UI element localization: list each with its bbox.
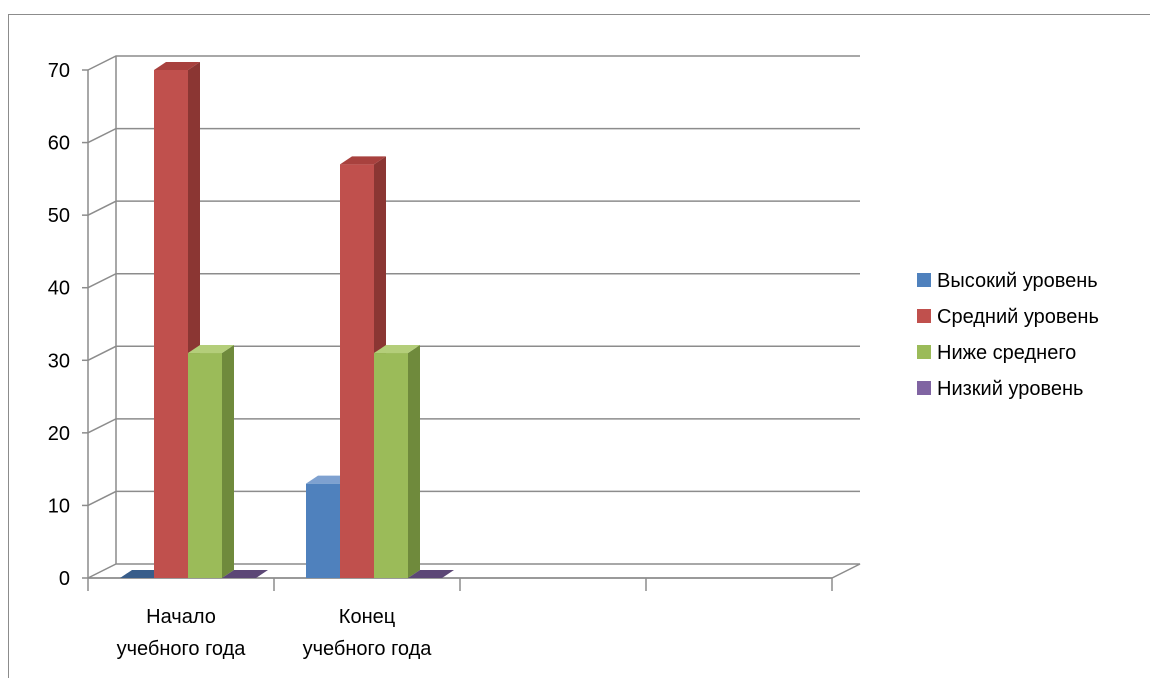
legend-label: Низкий уровень <box>937 378 1083 400</box>
x-tick-label: учебного года <box>117 638 247 660</box>
bar <box>374 345 420 578</box>
bar-top <box>374 345 420 354</box>
y-tick-label: 70 <box>48 60 70 82</box>
x-tick-label: учебного года <box>303 638 433 660</box>
bar <box>408 570 454 578</box>
bar-front <box>340 164 374 579</box>
bar <box>222 570 268 578</box>
legend-item: Низкий уровень <box>917 378 1083 400</box>
y-axis: 0 10 20 30 40 50 60 70 <box>48 60 88 590</box>
bars <box>120 62 454 579</box>
y-tick-label: 10 <box>48 495 70 517</box>
x-axis: Начало учебного года Конец учебного года <box>87 577 833 660</box>
y-tick-label: 60 <box>48 133 70 155</box>
gridlines <box>87 55 860 507</box>
y-tick-label: 50 <box>48 205 70 227</box>
legend: Высокий уровень Средний уровень Ниже средн… <box>917 270 1099 400</box>
bar-top <box>408 570 454 578</box>
legend-swatch <box>917 345 931 359</box>
bar <box>154 62 200 578</box>
legend-swatch <box>917 381 931 395</box>
legend-swatch <box>917 309 931 323</box>
legend-label: Средний уровень <box>937 306 1099 328</box>
bar-top <box>222 570 268 578</box>
legend-swatch <box>917 273 931 287</box>
bar-front <box>188 353 222 578</box>
bar <box>188 345 234 578</box>
gridline <box>87 200 860 216</box>
x-tick-label: Конец <box>339 606 395 628</box>
legend-item: Ниже среднего <box>917 342 1076 364</box>
y-tick-label: 30 <box>48 350 70 372</box>
bar-side <box>408 345 420 578</box>
gridline <box>87 345 860 361</box>
y-tick-label: 20 <box>48 423 70 445</box>
y-tick-label: 40 <box>48 278 70 300</box>
gridline <box>87 490 860 507</box>
bar-top <box>154 62 200 70</box>
bar-side <box>222 345 234 578</box>
legend-item: Высокий уровень <box>917 270 1098 292</box>
bar-top <box>188 345 234 354</box>
bar-front <box>374 353 408 578</box>
legend-item: Средний уровень <box>917 306 1099 328</box>
bar-top <box>340 156 386 165</box>
bar-front <box>154 70 188 578</box>
legend-label: Ниже среднего <box>937 342 1076 364</box>
gridline <box>87 272 860 289</box>
y-tick-label: 0 <box>59 568 70 590</box>
gridline <box>87 127 860 144</box>
legend-label: Высокий уровень <box>937 270 1098 292</box>
gridline <box>87 418 860 434</box>
x-tick-label: Начало <box>146 606 216 628</box>
gridline <box>87 55 860 71</box>
bar-front <box>306 483 340 578</box>
